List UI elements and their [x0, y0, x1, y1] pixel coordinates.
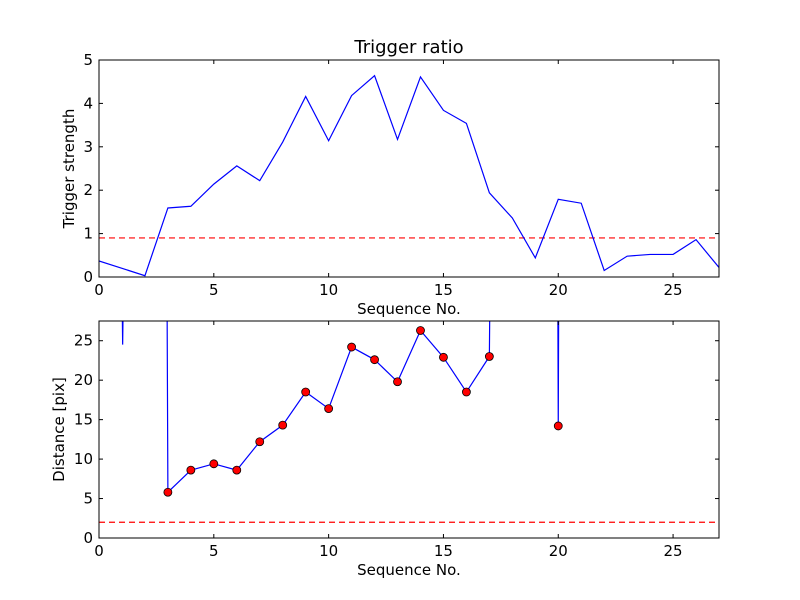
top-ytick-label-3: 3 [83, 138, 93, 156]
bottom-marker-1 [186, 465, 196, 475]
top-xtick-label-1: 5 [209, 281, 219, 299]
bottom-xtick-label-4: 20 [549, 542, 568, 560]
top-xtick-label-4: 20 [549, 281, 568, 299]
top-ytick-label-5: 5 [83, 51, 93, 69]
bottom-xtick-label-0: 0 [94, 542, 104, 560]
top-ytick-label-1: 1 [83, 225, 93, 243]
bottom-y-axis-label: Distance [pix] [50, 377, 68, 482]
bottom-ytick-label-5: 25 [74, 332, 93, 350]
bottom-marker-2 [209, 459, 219, 469]
top-plot-area [99, 74, 719, 277]
bottom-marker-13 [462, 387, 471, 397]
bottom-ytick-label-2: 10 [74, 450, 93, 468]
bottom-xtick-label-2: 10 [319, 542, 338, 560]
top-xtick-label-0: 0 [94, 281, 104, 299]
bottom-marker-0 [163, 487, 173, 497]
bottom-marker-9 [370, 355, 379, 365]
top-ytick-label-0: 0 [83, 268, 93, 286]
bottom-ytick-label-4: 20 [74, 371, 93, 389]
bottom-marker-11 [416, 326, 425, 335]
bottom-plot-area [99, 321, 719, 523]
top-xtick-label-2: 10 [319, 281, 338, 299]
bottom-marker-12 [439, 352, 448, 362]
top-xtick-label-3: 15 [434, 281, 453, 299]
bottom-marker-8 [347, 342, 356, 352]
bottom-marker-6 [301, 387, 311, 397]
bottom-marker-4 [255, 437, 265, 447]
bottom-xtick-label-5: 25 [664, 542, 683, 560]
top-axes-frame [98, 59, 720, 278]
top-ytick-label-2: 2 [83, 181, 93, 199]
bottom-marker-10 [393, 377, 402, 387]
bottom-ytick-label-0: 0 [83, 529, 93, 547]
bottom-series-line-0 [121, 321, 124, 345]
bottom-xtick-label-3: 15 [434, 542, 453, 560]
bottom-x-axis-label: Sequence No. [357, 561, 461, 579]
top-series-line-0 [99, 74, 719, 277]
bottom-marker-15 [553, 421, 563, 431]
bottom-xtick-label-1: 5 [209, 542, 219, 560]
top-ytick-label-4: 4 [83, 94, 93, 112]
bottom-axes-frame [98, 320, 720, 539]
bottom-ytick-label-3: 15 [74, 411, 93, 429]
bottom-marker-5 [278, 420, 288, 430]
bottom-chart: 0 5 10 15 20 25 0 5 10 15 20 25 Sequence No. Distance… [50, 320, 720, 579]
bottom-marker-14 [484, 352, 494, 361]
top-x-axis-label: Sequence No. [357, 300, 461, 318]
top-xtick-label-5: 25 [664, 281, 683, 299]
bottom-ytick-label-1: 5 [83, 490, 93, 508]
bottom-marker-3 [232, 465, 242, 475]
top-chart: 0 5 10 15 20 25 0 1 2 3 4 5 Sequence No. Trigger stre… [60, 37, 720, 318]
bottom-marker-7 [324, 404, 334, 413]
top-y-axis-label: Trigger strength [60, 109, 78, 230]
top-chart-title: Trigger ratio [353, 37, 463, 58]
